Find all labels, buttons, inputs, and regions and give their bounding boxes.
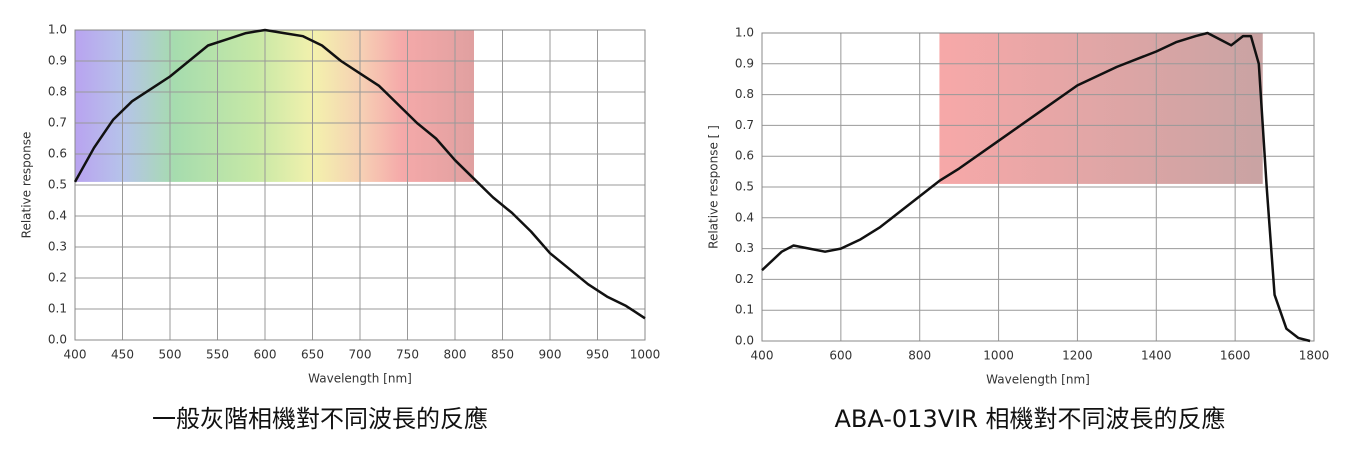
y-tick-label: 1.0: [735, 26, 754, 40]
y-tick-label: 0.3: [735, 241, 754, 255]
y-tick-label: 0.3: [48, 240, 67, 254]
x-tick-label: 1400: [1141, 349, 1172, 363]
caption: 一般灰階相機對不同波長的反應: [152, 405, 488, 433]
y-tick-label: 0.5: [48, 178, 67, 192]
y-axis-label: Relative response [ ]: [707, 125, 721, 249]
x-tick-label: 800: [908, 349, 931, 363]
y-tick-label: 0.6: [48, 147, 67, 161]
y-tick-label: 0.0: [48, 333, 67, 347]
x-tick-label: 550: [206, 348, 229, 362]
y-tick-label: 0.4: [48, 209, 67, 223]
x-axis-label: Wavelength [nm]: [986, 373, 1090, 387]
x-tick-label: 400: [64, 348, 87, 362]
y-tick-label: 0.2: [735, 272, 754, 286]
x-tick-label: 650: [301, 348, 324, 362]
x-tick-label: 600: [829, 349, 852, 363]
y-tick-label: 0.8: [48, 85, 67, 99]
y-tick-label: 0.6: [735, 149, 754, 163]
y-tick-label: 0.7: [735, 118, 754, 132]
x-tick-label: 850: [491, 348, 514, 362]
x-axis-label: Wavelength [nm]: [308, 372, 412, 386]
x-tick-label: 1000: [630, 348, 661, 362]
y-tick-label: 0.2: [48, 271, 67, 285]
data-line: [761, 31, 1311, 343]
x-tick-label: 750: [396, 348, 419, 362]
y-tick-label: 0.9: [735, 56, 754, 70]
x-tick-label: 800: [444, 348, 467, 362]
y-tick-label: 0.4: [735, 210, 754, 224]
y-tick-label: 0.7: [48, 116, 67, 130]
y-tick-label: 0.8: [735, 87, 754, 101]
shaded-region: [75, 30, 474, 182]
x-tick-label: 400: [751, 349, 774, 363]
x-tick-label: 1000: [983, 349, 1014, 363]
y-tick-label: 1.0: [48, 23, 67, 37]
x-tick-label: 450: [111, 348, 134, 362]
data-line: [73, 28, 646, 320]
x-tick-label: 1600: [1220, 349, 1251, 363]
x-tick-label: 500: [159, 348, 182, 362]
x-tick-label: 950: [586, 348, 609, 362]
y-tick-label: 0.9: [48, 54, 67, 68]
x-tick-label: 1200: [1062, 349, 1093, 363]
x-tick-label: 600: [254, 348, 277, 362]
y-tick-label: 0.1: [735, 303, 754, 317]
shaded-region: [939, 33, 1263, 184]
caption: ABA-013VIR 相機對不同波長的反應: [834, 405, 1225, 433]
plot-frame: [74, 29, 646, 341]
y-tick-label: 0.0: [735, 334, 754, 348]
x-tick-label: 1800: [1299, 349, 1330, 363]
x-tick-label: 900: [539, 348, 562, 362]
y-tick-label: 0.5: [735, 180, 754, 194]
y-tick-label: 0.1: [48, 302, 67, 316]
y-axis-label: Relative response: [20, 132, 34, 239]
plot-frame: [761, 32, 1315, 342]
x-tick-label: 700: [349, 348, 372, 362]
